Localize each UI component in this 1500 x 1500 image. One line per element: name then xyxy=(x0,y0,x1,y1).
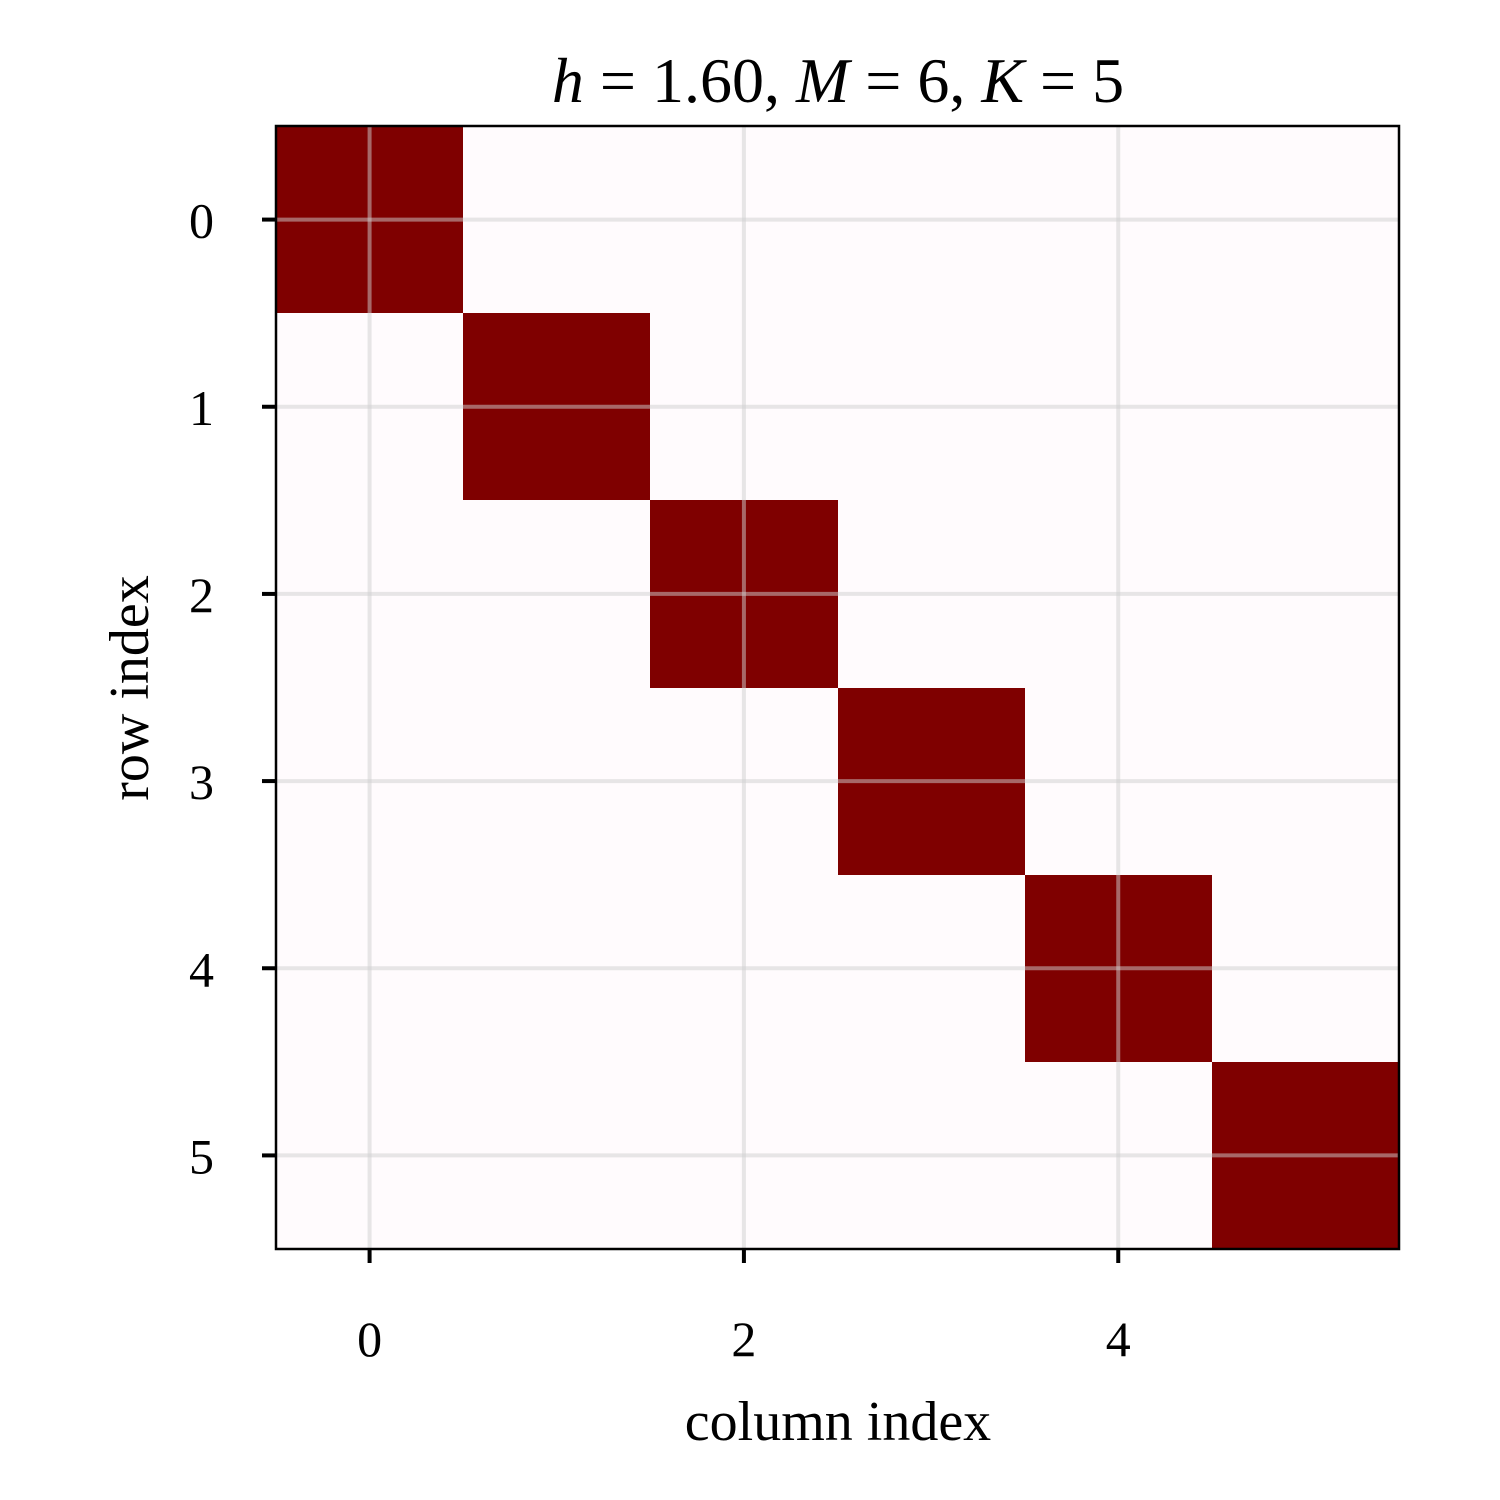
chart-title: h = 1.60, M = 6, K = 5 xyxy=(552,45,1124,116)
title-part: = 5 xyxy=(1024,45,1124,116)
title-part: K xyxy=(980,45,1027,116)
plot-frame xyxy=(274,124,1401,1251)
x-axis-ticks: 0 2 4 xyxy=(357,1249,1131,1367)
grid-lines xyxy=(276,126,1399,1249)
heatmap-cells xyxy=(276,126,1400,1250)
y-tick-label: 4 xyxy=(189,941,214,997)
x-tick-label: 0 xyxy=(357,1311,382,1367)
title-part: M xyxy=(795,45,853,116)
y-tick-label: 2 xyxy=(189,567,214,623)
title-part: = 6, xyxy=(849,45,981,116)
y-axis-ticks: 0 1 2 3 4 5 xyxy=(189,193,276,1184)
title-part: h xyxy=(552,45,584,116)
y-tick-label: 5 xyxy=(189,1128,214,1184)
y-tick-label: 1 xyxy=(189,380,214,436)
y-axis-label: row index xyxy=(99,575,161,801)
y-tick-label: 3 xyxy=(189,754,214,810)
x-axis-label: column index xyxy=(685,1391,991,1453)
x-tick-label: 2 xyxy=(731,1311,756,1367)
y-tick-label: 0 xyxy=(189,193,214,249)
x-tick-label: 4 xyxy=(1106,1311,1131,1367)
title-part: = 1.60, xyxy=(584,45,796,116)
